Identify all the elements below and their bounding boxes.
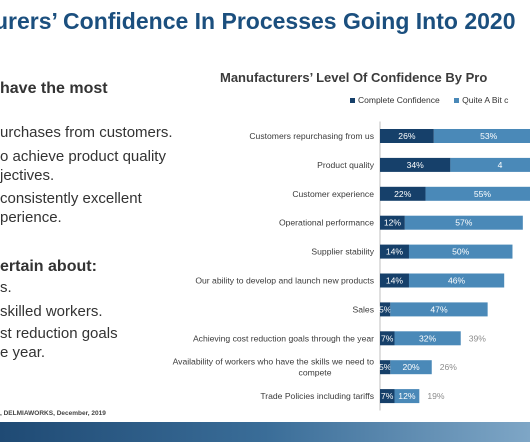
category-label: Sales	[353, 304, 375, 314]
category-label: Customers repurchasing from us	[249, 131, 374, 141]
left-line: st reduction goals	[0, 325, 118, 342]
bar-label-complete: 14%	[386, 247, 404, 257]
bar-complete-confidence	[380, 360, 391, 375]
bar-label-complete: 22%	[394, 189, 412, 199]
bar-label-quite: 53%	[480, 131, 498, 141]
bar-label-quite: 4	[498, 160, 503, 170]
bar-label-quite: 20%	[402, 362, 420, 372]
category-label: Availability of workers who have the ski…	[173, 357, 375, 367]
bar-label-complete: 12%	[384, 218, 402, 228]
legend-swatch-complete	[350, 98, 355, 104]
bar-quite-a-bit	[390, 302, 488, 317]
bar-complete-confidence	[380, 215, 405, 230]
legend-item-quite: Quite A Bit c	[454, 95, 508, 105]
left-line: e year.	[0, 344, 46, 361]
bar-total-label: 26%	[440, 362, 458, 372]
bar-total-label: 19%	[427, 391, 445, 401]
bar-complete-confidence	[380, 129, 434, 143]
left-line: o achieve product quality	[0, 148, 166, 165]
category-label: Customer experience	[292, 189, 374, 199]
left-heading-most: have the most	[0, 80, 108, 97]
bar-complete-confidence	[380, 389, 395, 404]
bar-label-quite: 47%	[430, 304, 448, 314]
bar-complete-confidence	[380, 331, 395, 346]
bar-label-complete: 34%	[407, 160, 425, 170]
bar-complete-confidence	[380, 302, 391, 317]
bar-complete-confidence	[380, 186, 426, 201]
left-line: s.	[0, 279, 12, 296]
bar-label-complete: 7%	[381, 391, 394, 401]
bar-label-complete: 5%	[379, 304, 392, 314]
bar-quite-a-bit	[394, 389, 420, 404]
bar-complete-confidence	[380, 157, 451, 172]
bar-quite-a-bit	[404, 215, 523, 230]
left-line: perience.	[0, 209, 62, 226]
left-line: consistently excellent	[0, 190, 142, 207]
bar-total-label: 39%	[469, 333, 487, 343]
left-line: urchases from customers.	[0, 124, 173, 141]
category-label: Our ability to develop and launch new pr…	[195, 276, 374, 286]
bar-quite-a-bit	[425, 186, 530, 201]
bar-quite-a-bit	[394, 331, 461, 346]
bar-label-complete: 26%	[398, 131, 416, 141]
chart-legend: Complete Confidence Quite A Bit c	[350, 95, 520, 105]
source-note: , DELMIAWORKS, December, 2019	[0, 410, 106, 417]
legend-item-complete: Complete Confidence	[350, 95, 440, 105]
bar-label-quite: 50%	[452, 247, 470, 257]
legend-label-quite: Quite A Bit c	[462, 95, 509, 105]
slide-title: urers’ Confidence In Processes Going Int…	[0, 8, 516, 34]
legend-swatch-quite	[454, 98, 460, 104]
bar-quite-a-bit	[433, 129, 530, 143]
left-text-panel: have the most urchases from customers. o…	[0, 74, 205, 394]
bar-label-quite: 12%	[398, 391, 416, 401]
chart-title: Manufacturers’ Level Of Confidence By Pr…	[220, 70, 488, 85]
category-label: Supplier stability	[311, 247, 374, 257]
bar-complete-confidence	[380, 273, 409, 288]
bar-label-complete: 7%	[381, 333, 394, 343]
category-label: Product quality	[317, 160, 375, 170]
left-heading-uncertain: ertain about:	[0, 258, 97, 275]
bar-label-quite: 46%	[448, 276, 466, 286]
bar-label-complete: 5%	[379, 362, 392, 372]
bar-quite-a-bit	[450, 157, 530, 172]
legend-label-complete: Complete Confidence	[358, 95, 440, 105]
category-label: Operational performance	[279, 218, 374, 228]
bar-quite-a-bit	[390, 360, 432, 375]
bar-label-quite: 57%	[455, 218, 473, 228]
category-label: Trade Policies including tariffs	[260, 391, 374, 401]
bar-quite-a-bit	[408, 273, 505, 288]
bar-quite-a-bit	[408, 244, 513, 259]
bar-label-quite: 55%	[474, 189, 492, 199]
left-line: skilled workers.	[0, 303, 103, 320]
category-label: compete	[299, 368, 332, 378]
bar-complete-confidence	[380, 244, 409, 259]
bar-label-complete: 14%	[386, 276, 404, 286]
footer-band	[0, 422, 530, 442]
bar-label-quite: 32%	[419, 333, 437, 343]
left-line: jectives.	[0, 167, 55, 184]
category-label: Achieving cost reduction goals through t…	[193, 333, 374, 343]
